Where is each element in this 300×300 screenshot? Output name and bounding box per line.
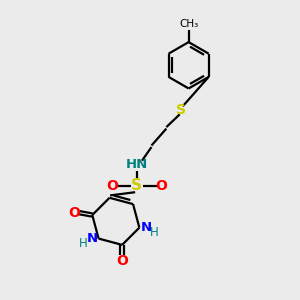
Text: H: H [79, 237, 88, 250]
Text: N: N [86, 232, 98, 245]
Text: O: O [116, 254, 128, 268]
Text: HN: HN [125, 158, 148, 171]
Text: O: O [155, 179, 167, 193]
Text: H: H [150, 226, 159, 239]
Text: S: S [176, 103, 186, 117]
Text: O: O [68, 206, 80, 220]
Text: CH₃: CH₃ [179, 19, 198, 29]
Text: S: S [131, 178, 142, 193]
Text: O: O [106, 179, 118, 193]
Text: N: N [140, 221, 152, 234]
